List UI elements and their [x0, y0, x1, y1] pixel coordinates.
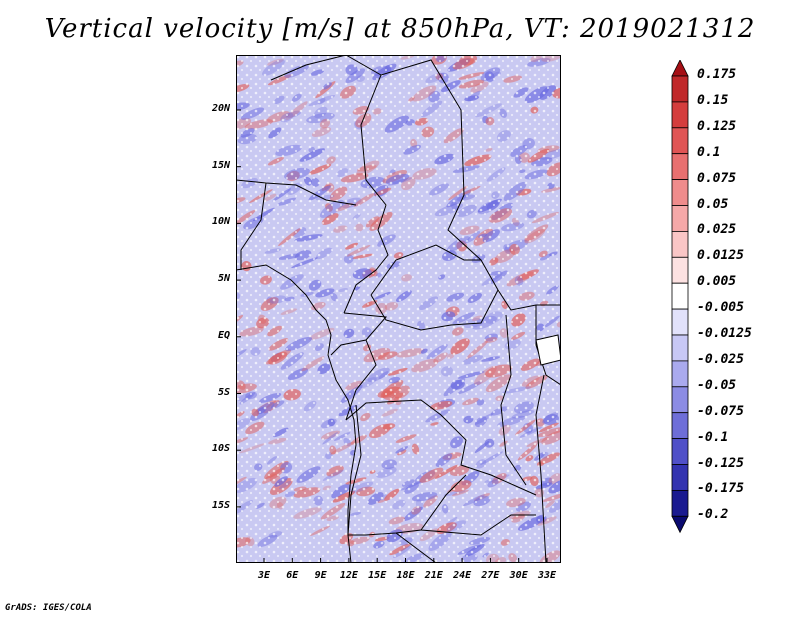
- colorbar-label: 0.1: [697, 144, 721, 160]
- lon-label: 18E: [396, 570, 415, 581]
- colorbar-segment: [671, 60, 689, 77]
- vertical-velocity-map: [236, 55, 561, 563]
- colorbar-segment: [671, 230, 689, 258]
- lat-label: EQ: [217, 329, 230, 341]
- lat-label: 10N: [211, 216, 230, 228]
- lat-ticks: [236, 109, 241, 508]
- lat-label: 20N: [211, 103, 230, 114]
- colorbar-label: 0.175: [697, 67, 737, 82]
- colorbar-segment: [671, 101, 689, 129]
- colorbar-segment: [671, 412, 689, 440]
- colorbar-label: 0.125: [697, 118, 737, 134]
- colorbar-label: -0.05: [697, 377, 737, 393]
- colorbar-segment: [671, 438, 689, 465]
- lat-label: 5S: [217, 386, 230, 398]
- lon-label: 9E: [314, 570, 327, 581]
- colorbar-segment: [671, 75, 689, 103]
- colorbar-segment: [671, 282, 689, 310]
- colorbar-label: 0.075: [697, 170, 737, 186]
- colorbar-label: 0.15: [697, 92, 729, 108]
- map-frame: [236, 55, 561, 563]
- colorbar-segment: [671, 489, 689, 517]
- coastline: [236, 264, 357, 563]
- lon-label: 12E: [339, 570, 358, 581]
- lat-label: 15N: [211, 159, 230, 171]
- lat-label: 10S: [211, 443, 230, 455]
- lon-label: 30E: [509, 570, 528, 581]
- colorbar-label: 0.005: [697, 274, 737, 290]
- colorbar-segment: [671, 179, 689, 206]
- lake-victoria: [535, 334, 561, 366]
- colorbar-label: -0.125: [697, 455, 744, 471]
- colorbar-segment: [671, 127, 689, 155]
- colorbar-label: 0.05: [697, 196, 729, 212]
- lat-label: 5N: [217, 273, 230, 285]
- colorbar: [671, 60, 689, 534]
- colorbar-segment: [671, 153, 689, 180]
- lon-label: 15E: [368, 570, 387, 581]
- colorbar-segment: [671, 334, 689, 362]
- colorbar-label: 0.025: [697, 222, 737, 238]
- lon-label: 33E: [537, 570, 557, 581]
- colorbar-segment: [671, 515, 689, 534]
- grads-credit: GrADS: IGES/COLA: [5, 603, 92, 613]
- lon-ticks: [263, 558, 548, 563]
- lon-label: 21E: [424, 570, 443, 581]
- colorbar-segment: [671, 360, 689, 388]
- lon-label: 6E: [286, 570, 299, 581]
- colorbar-label: -0.075: [697, 403, 744, 419]
- colorbar-segment: [671, 464, 689, 491]
- colorbar-label: -0.025: [697, 351, 744, 367]
- colorbar-label: -0.005: [697, 300, 744, 316]
- colorbar-segment: [671, 256, 689, 284]
- colorbar-segment: [671, 308, 689, 336]
- colorbar-segment: [671, 386, 689, 414]
- colorbar-label: -0.0125: [697, 326, 752, 341]
- colorbar-label: 0.0125: [697, 248, 744, 264]
- lon-label: 27E: [481, 570, 500, 581]
- country-borders: [236, 55, 561, 563]
- colorbar-label: -0.2: [697, 507, 729, 523]
- lon-label: 3E: [257, 570, 271, 581]
- colorbar-label: -0.1: [697, 429, 729, 445]
- field-speckle: [236, 55, 561, 563]
- map-title: Vertical velocity [m/s] at 850hPa, VT: 2…: [44, 14, 756, 44]
- lon-label: 24E: [453, 570, 472, 581]
- colorbar-segment: [671, 205, 689, 232]
- lat-label: 15S: [211, 499, 230, 511]
- colorbar-label: -0.175: [697, 481, 744, 497]
